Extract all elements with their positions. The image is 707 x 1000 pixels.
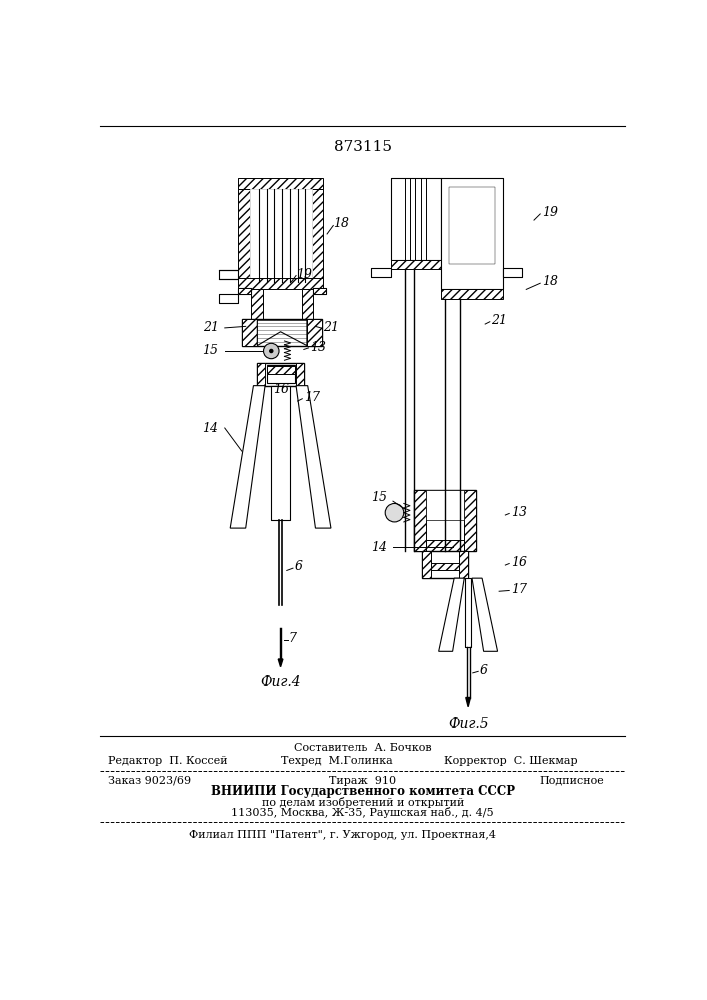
Bar <box>371 268 391 277</box>
Text: Составитель  А. Бочков: Составитель А. Бочков <box>294 743 431 753</box>
Circle shape <box>264 343 279 359</box>
Bar <box>313 288 327 294</box>
Text: 14: 14 <box>370 541 387 554</box>
Bar <box>433 187 441 260</box>
Bar <box>441 178 503 187</box>
Bar <box>441 289 503 299</box>
Bar <box>242 319 322 346</box>
Text: 19: 19 <box>296 267 312 280</box>
Bar <box>503 268 522 277</box>
Bar <box>431 563 459 570</box>
Bar <box>465 578 472 647</box>
Bar <box>238 278 323 289</box>
Bar <box>312 189 323 282</box>
Text: ВНИИПИ Государственного комитета СССР: ВНИИПИ Государственного комитета СССР <box>211 785 515 798</box>
Polygon shape <box>279 659 283 667</box>
Bar <box>313 288 327 294</box>
Bar <box>449 187 495 264</box>
Text: 15: 15 <box>203 344 218 358</box>
Bar <box>218 270 238 279</box>
Bar <box>257 363 304 386</box>
Text: 18: 18 <box>542 275 558 288</box>
Bar <box>267 366 295 374</box>
Text: Заказ 9023/69: Заказ 9023/69 <box>107 776 191 786</box>
Text: 873115: 873115 <box>334 140 392 154</box>
Bar <box>464 490 476 551</box>
Bar <box>218 270 238 279</box>
Bar <box>459 551 468 578</box>
Polygon shape <box>472 578 498 651</box>
Text: Техред  М.Голинка: Техред М.Голинка <box>281 756 392 766</box>
Text: Тираж  910: Тираж 910 <box>329 776 397 786</box>
Text: 7: 7 <box>288 632 296 645</box>
Text: Фиг.4: Фиг.4 <box>260 675 301 689</box>
Bar <box>421 551 431 578</box>
Bar <box>251 289 263 320</box>
Text: 17: 17 <box>510 583 527 596</box>
Bar <box>250 189 312 282</box>
Bar <box>218 294 238 303</box>
Bar <box>238 189 250 282</box>
Text: 21: 21 <box>323 321 339 334</box>
Bar <box>391 178 441 260</box>
Text: 13: 13 <box>310 341 326 354</box>
Text: 18: 18 <box>333 217 349 230</box>
Bar <box>421 551 468 578</box>
Bar <box>441 187 449 289</box>
Bar <box>414 490 426 551</box>
Text: 16: 16 <box>273 383 289 396</box>
Text: 17: 17 <box>304 391 320 404</box>
Bar <box>267 365 295 383</box>
Bar <box>238 178 323 189</box>
Text: Корректор  С. Шекмар: Корректор С. Шекмар <box>444 756 578 766</box>
Bar <box>242 319 257 346</box>
Polygon shape <box>466 698 470 707</box>
Circle shape <box>385 503 404 522</box>
Circle shape <box>270 349 273 353</box>
Text: Редактор  П. Коссей: Редактор П. Коссей <box>107 756 228 766</box>
Bar <box>426 540 464 551</box>
Polygon shape <box>230 386 265 528</box>
Polygon shape <box>438 578 464 651</box>
Bar <box>271 386 290 520</box>
Text: 6: 6 <box>480 664 488 677</box>
Text: 6: 6 <box>295 560 303 573</box>
Bar <box>371 268 391 277</box>
Bar <box>296 363 304 386</box>
Text: Фиг.5: Фиг.5 <box>448 717 489 731</box>
Text: Подписное: Подписное <box>539 776 604 786</box>
Polygon shape <box>296 386 331 528</box>
Bar <box>257 363 265 386</box>
Text: 21: 21 <box>491 314 508 327</box>
Polygon shape <box>257 320 307 346</box>
Bar <box>307 319 322 346</box>
Bar <box>271 386 290 520</box>
Bar <box>503 268 522 277</box>
Text: 16: 16 <box>510 556 527 569</box>
Bar <box>238 288 251 294</box>
Text: 19: 19 <box>542 206 558 219</box>
Bar <box>238 288 251 294</box>
Text: 15: 15 <box>370 491 387 504</box>
Text: 13: 13 <box>510 506 527 519</box>
Text: Филиал ППП "Патент", г. Ужгород, ул. Проектная,4: Филиал ППП "Патент", г. Ужгород, ул. Про… <box>189 830 496 840</box>
Bar <box>414 490 476 551</box>
Text: 113035, Москва, Ж-35, Раушская наб., д. 4/5: 113035, Москва, Ж-35, Раушская наб., д. … <box>231 808 494 818</box>
Bar <box>391 260 441 269</box>
Bar <box>391 178 441 187</box>
Bar <box>465 578 472 647</box>
Text: 21: 21 <box>203 321 218 334</box>
Bar <box>218 294 238 303</box>
Bar <box>426 490 464 520</box>
Text: 14: 14 <box>203 422 218 434</box>
Bar <box>441 178 503 289</box>
Bar <box>301 289 313 320</box>
Bar <box>495 187 503 289</box>
Text: по делам изобретений и открытий: по делам изобретений и открытий <box>262 797 464 808</box>
Bar <box>391 187 398 260</box>
